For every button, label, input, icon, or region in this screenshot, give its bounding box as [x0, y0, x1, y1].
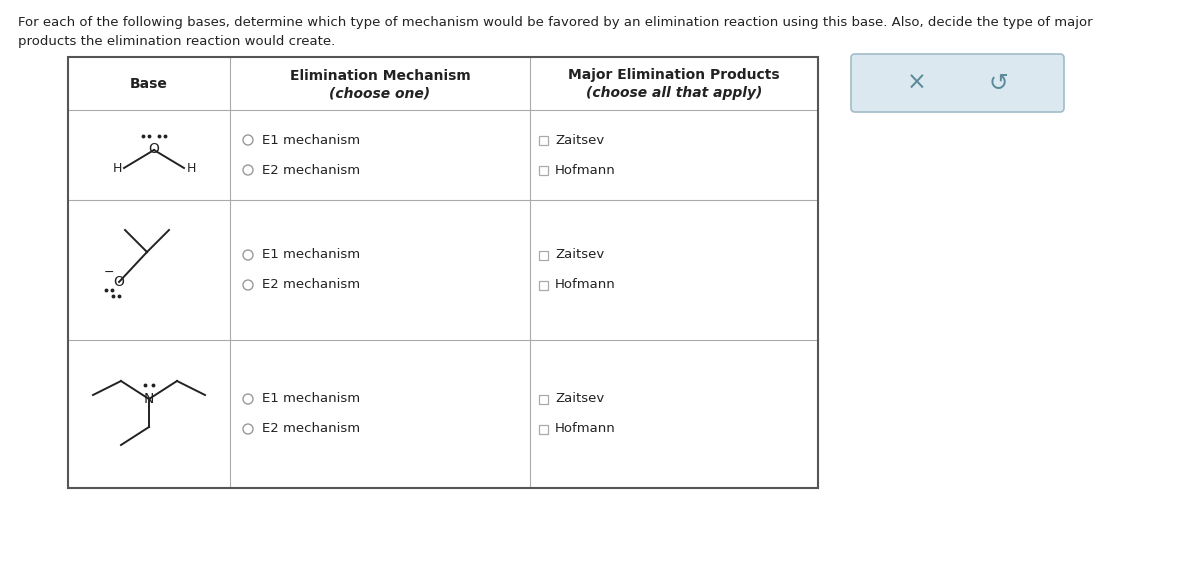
Text: E2 mechanism: E2 mechanism: [262, 423, 360, 436]
Text: E1 mechanism: E1 mechanism: [262, 249, 360, 262]
Bar: [68, 57, 818, 488]
Text: Elimination Mechanism: Elimination Mechanism: [289, 68, 470, 82]
Text: (choose all that apply): (choose all that apply): [586, 86, 762, 101]
Text: Zaitsev: Zaitsev: [554, 393, 605, 406]
Text: Hofmann: Hofmann: [554, 279, 616, 292]
Bar: [539, 135, 547, 145]
Text: Hofmann: Hofmann: [554, 163, 616, 176]
Text: H: H: [113, 162, 121, 175]
Text: O: O: [114, 275, 125, 289]
Text: ×: ×: [907, 71, 926, 95]
FancyBboxPatch shape: [851, 54, 1064, 112]
Text: O: O: [149, 142, 160, 156]
Text: H: H: [186, 162, 196, 175]
Bar: [539, 425, 547, 433]
Bar: [539, 250, 547, 259]
Text: Zaitsev: Zaitsev: [554, 249, 605, 262]
Text: Zaitsev: Zaitsev: [554, 133, 605, 146]
Text: (choose one): (choose one): [330, 86, 431, 101]
Text: Hofmann: Hofmann: [554, 423, 616, 436]
Text: Base: Base: [130, 76, 168, 91]
Text: N: N: [144, 392, 154, 406]
Text: ↺: ↺: [989, 71, 1008, 95]
Text: −: −: [103, 266, 114, 279]
Bar: [539, 280, 547, 289]
Text: E1 mechanism: E1 mechanism: [262, 393, 360, 406]
Text: Major Elimination Products: Major Elimination Products: [568, 68, 780, 82]
Text: E2 mechanism: E2 mechanism: [262, 279, 360, 292]
Bar: [539, 165, 547, 175]
Text: E2 mechanism: E2 mechanism: [262, 163, 360, 176]
Text: For each of the following bases, determine which type of mechanism would be favo: For each of the following bases, determi…: [18, 16, 1093, 48]
Bar: [539, 395, 547, 403]
Text: E1 mechanism: E1 mechanism: [262, 133, 360, 146]
